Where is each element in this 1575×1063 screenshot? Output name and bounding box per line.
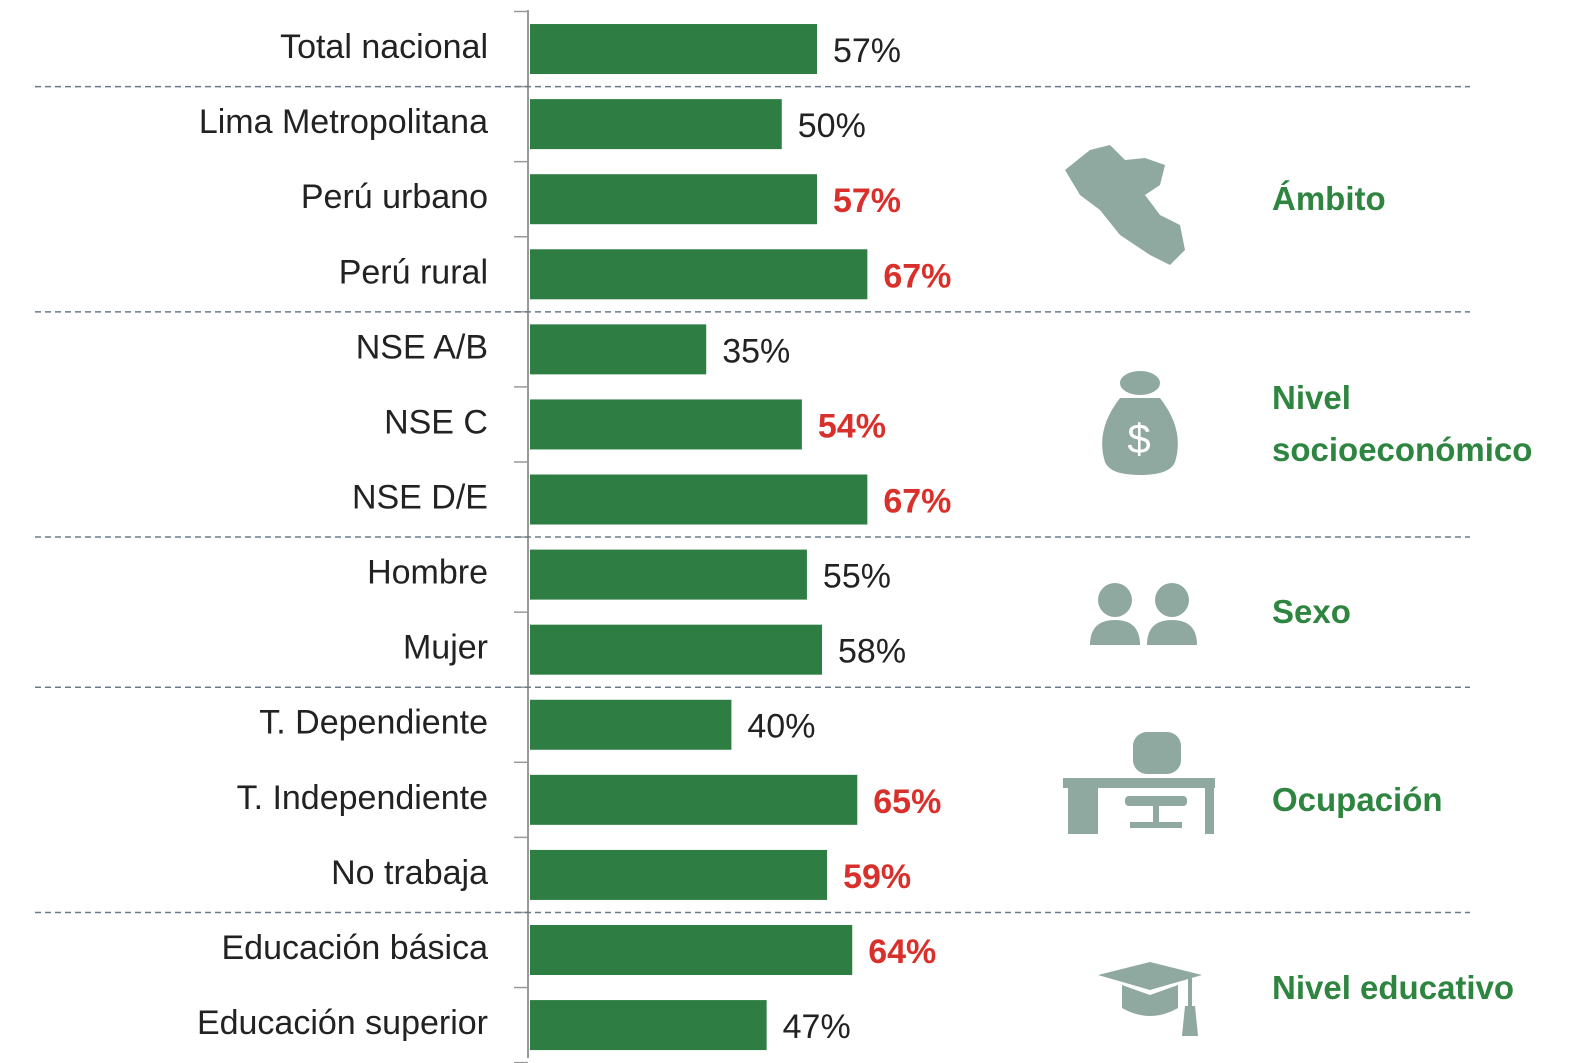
group-label: Nivel educativo xyxy=(1272,968,1515,1006)
bar xyxy=(530,474,868,525)
category-label: Total nacional xyxy=(280,28,488,66)
value-label: 58% xyxy=(838,633,906,671)
value-label: 47% xyxy=(783,1008,851,1046)
bar xyxy=(530,1000,767,1051)
icons: $ xyxy=(1063,145,1215,1036)
group-label: Ámbito xyxy=(1272,180,1386,218)
bar xyxy=(530,849,828,900)
category-label: Educación básica xyxy=(221,929,488,967)
category-label: Hombre xyxy=(367,554,488,592)
value-label: 65% xyxy=(873,783,941,821)
category-label: T. Dependiente xyxy=(259,704,488,742)
category-label: No trabaja xyxy=(331,854,488,892)
category-label: Educación superior xyxy=(197,1004,488,1042)
category-label: NSE D/E xyxy=(352,479,488,517)
category-label: NSE C xyxy=(384,403,488,441)
value-label: 54% xyxy=(818,407,886,445)
desk-icon xyxy=(1063,732,1215,834)
value-label: 67% xyxy=(883,257,951,295)
category-label: T. Independiente xyxy=(237,779,488,817)
graduation-cap-icon xyxy=(1098,962,1202,1036)
bar xyxy=(530,174,817,225)
value-label: 40% xyxy=(747,708,815,746)
group-label: Sexo xyxy=(1272,593,1351,631)
people-icon xyxy=(1090,583,1197,645)
bar xyxy=(530,699,732,750)
group-label: Ocupación xyxy=(1272,780,1443,818)
category-label: Perú urbano xyxy=(301,178,488,216)
bar xyxy=(530,24,817,75)
category-label: Mujer xyxy=(403,629,488,667)
bar xyxy=(530,925,853,975)
value-label: 50% xyxy=(798,107,866,145)
category-label: NSE A/B xyxy=(356,328,488,366)
bar xyxy=(530,324,707,375)
bar xyxy=(530,99,782,150)
bar xyxy=(530,624,823,675)
value-label: 67% xyxy=(883,483,951,521)
value-label: 57% xyxy=(833,182,901,220)
value-label: 64% xyxy=(868,933,936,971)
bar xyxy=(530,549,807,600)
svg-text:$: $ xyxy=(1127,415,1150,462)
peru-map-icon xyxy=(1065,145,1185,265)
bar xyxy=(530,399,802,450)
value-label: 55% xyxy=(823,558,891,596)
value-label: 57% xyxy=(833,32,901,70)
category-label: Perú rural xyxy=(339,253,488,291)
value-label: 59% xyxy=(843,858,911,896)
bar xyxy=(530,249,868,300)
group-label: Nivel socioeconómico xyxy=(1272,379,1533,469)
money-bag-icon: $ xyxy=(1102,371,1178,475)
value-label: 35% xyxy=(722,332,790,370)
category-label: Lima Metropolitana xyxy=(199,103,488,141)
bar xyxy=(530,774,858,825)
